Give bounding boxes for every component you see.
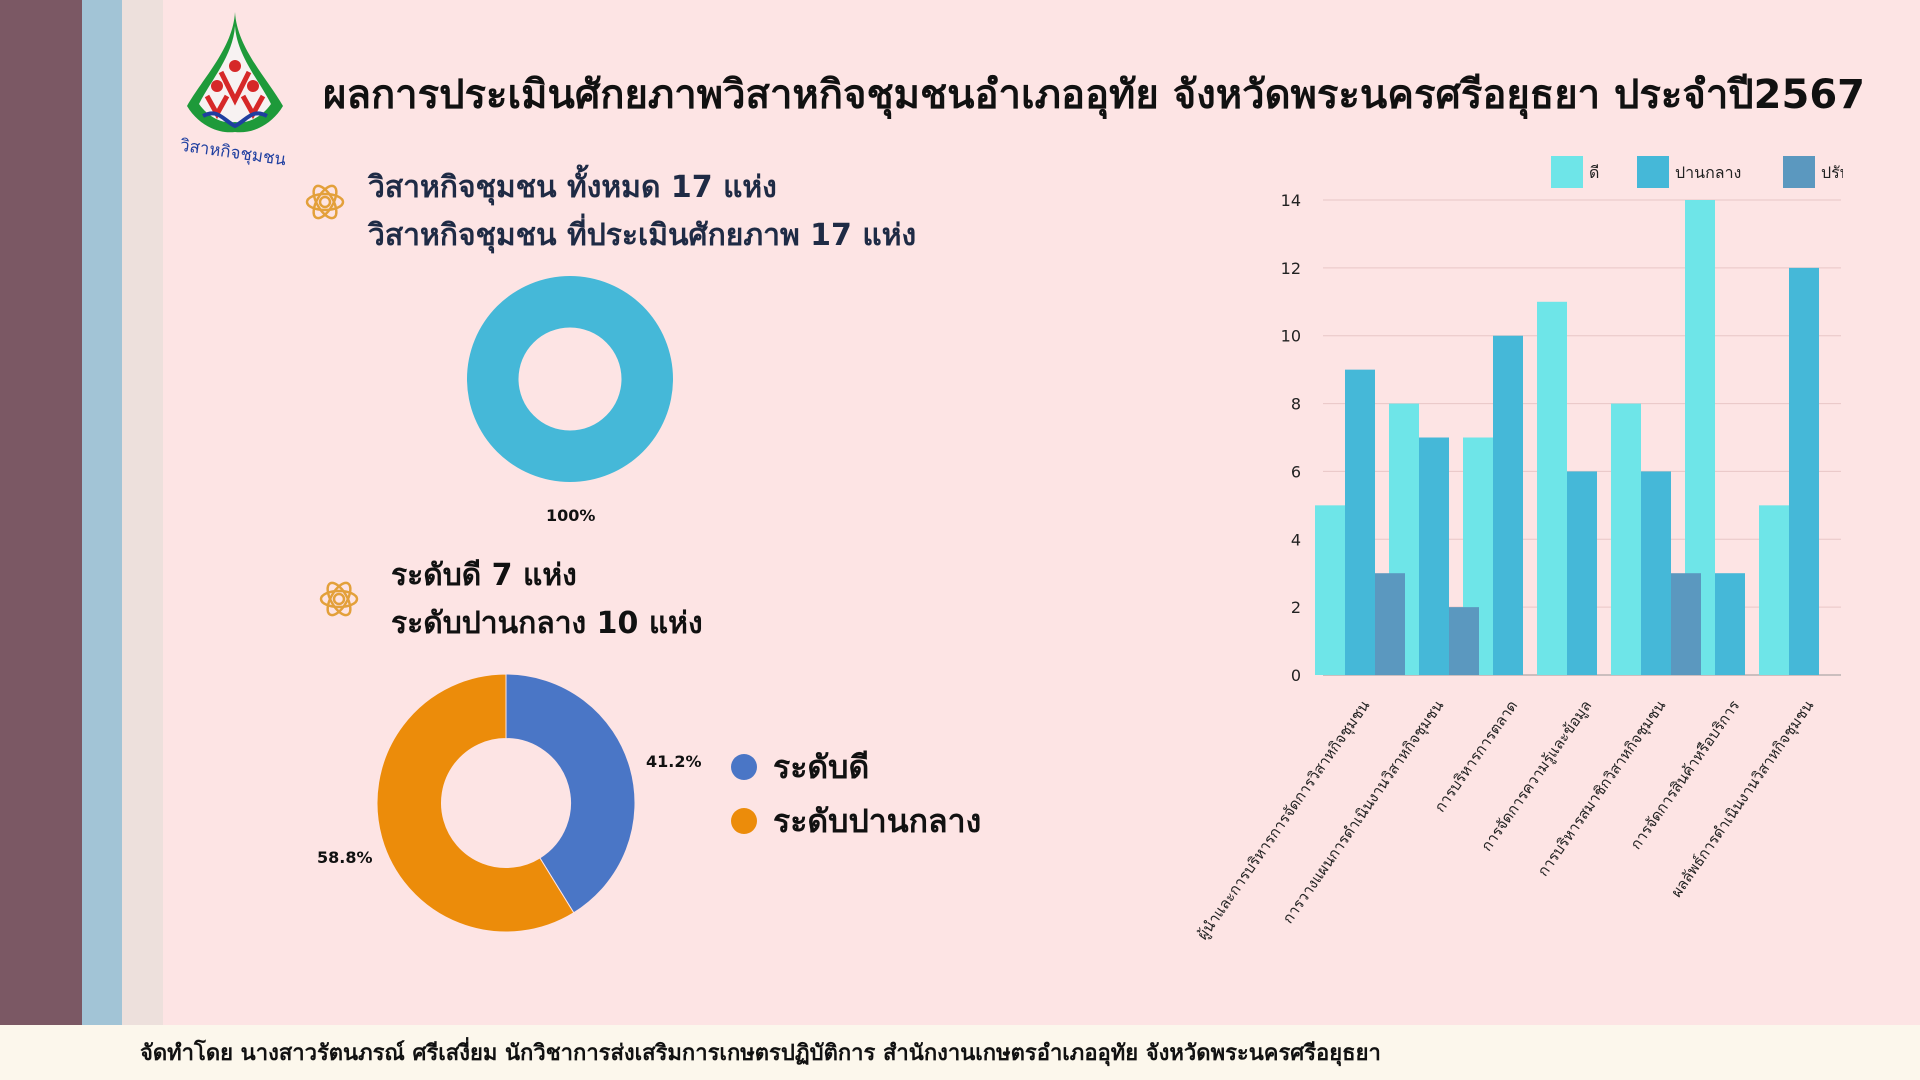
- bar-1-2: [1493, 335, 1523, 675]
- assessed-donut-chart: [467, 276, 673, 482]
- bar-1-0: [1345, 369, 1375, 675]
- decor-stripe-light: [122, 0, 163, 1080]
- legend-swatch-1: [1637, 156, 1669, 188]
- legend-label-0: ดี: [1589, 163, 1599, 182]
- page-title: ผลการประเมินศักยภาพวิสาหกิจชุมชนอำเภออุท…: [323, 72, 1866, 118]
- legend-item-good: ระดับดี: [731, 740, 981, 794]
- pie1-data-label: 100%: [546, 506, 596, 525]
- bar-1-4: [1641, 471, 1671, 675]
- footer-credit: จัดทำโดย นางสาวรัตนภรณ์ ศรีเสงี่ยม นักวิ…: [0, 1025, 1920, 1080]
- level-donut-chart: [376, 673, 636, 933]
- bar-1-1: [1419, 437, 1449, 675]
- legend-item-medium: ระดับปานกลาง: [731, 794, 981, 848]
- summary-counts: วิสาหกิจชุมชน ทั้งหมด 17 แห่ง วิสาหกิจชุ…: [368, 164, 916, 260]
- decor-stripe-dark: [0, 0, 82, 1080]
- main-area: วิสาหกิจชุมชน ผลการประเมินศักยภาพวิสาหกิ…: [163, 0, 1920, 1080]
- footer-text: จัดทำโดย นางสาวรัตนภรณ์ ศรีเสงี่ยม นักวิ…: [140, 1041, 1381, 1066]
- bar-1-6: [1789, 267, 1819, 675]
- flower-icon: [319, 581, 359, 617]
- total-count-text: วิสาหกิจชุมชน ทั้งหมด 17 แห่ง: [368, 170, 777, 205]
- pie2-data-label-good: 41.2%: [646, 752, 702, 771]
- y-tick-label: 0: [1291, 666, 1301, 685]
- community-enterprise-logo: วิสาหกิจชุมชน: [178, 12, 288, 168]
- y-tick-label: 10: [1281, 327, 1301, 346]
- y-tick-label: 4: [1291, 530, 1301, 549]
- level-good-text: ระดับดี 7 แห่ง: [391, 558, 577, 593]
- level-medium-text: ระดับปานกลาง 10 แห่ง: [391, 606, 703, 641]
- legend-swatch-good: [731, 754, 757, 780]
- assessed-count-text: วิสาหกิจชุมชน ที่ประเมินศักยภาพ 17 แห่ง: [368, 218, 917, 253]
- pie1-slice-0: [467, 276, 673, 482]
- pie2-slice-1: [376, 673, 575, 933]
- bar-2-0: [1375, 573, 1405, 675]
- legend-swatch-medium: [731, 808, 757, 834]
- legend-swatch-0: [1551, 156, 1583, 188]
- logo-text: วิสาหกิจชุมชน: [178, 136, 287, 168]
- y-tick-label: 12: [1281, 259, 1301, 278]
- level-legend: ระดับดี ระดับปานกลาง: [731, 740, 981, 848]
- legend-label-1: ปานกลาง: [1675, 163, 1741, 182]
- legend-swatch-2: [1783, 156, 1815, 188]
- x-tick-label: การวางแผนการดำเนินงานวิสาหกิจชุมชน: [1279, 697, 1448, 927]
- pie2-data-label-medium: 58.8%: [317, 848, 373, 867]
- x-tick-label: ผลลัพธ์การดำเนินงานวิสาหกิจชุมชน: [1667, 697, 1818, 901]
- legend-label-medium: ระดับปานกลาง: [773, 801, 982, 840]
- flower-icon: [305, 184, 345, 220]
- y-tick-label: 8: [1291, 395, 1301, 414]
- bar-0-4: [1611, 403, 1641, 675]
- bar-0-6: [1759, 505, 1789, 675]
- bar-0-3: [1537, 301, 1567, 675]
- y-tick-label: 6: [1291, 462, 1301, 481]
- bar-1-5: [1715, 573, 1745, 675]
- bar-2-1: [1449, 607, 1479, 675]
- x-tick-label: การบริหารสมาชิกวิสาหกิจชุมชน: [1534, 697, 1670, 880]
- pie2-slice-0: [505, 673, 636, 914]
- y-tick-label: 2: [1291, 598, 1301, 617]
- level-counts: ระดับดี 7 แห่ง ระดับปานกลาง 10 แห่ง: [391, 552, 703, 648]
- legend-label-2: ปรับปรุง: [1821, 163, 1843, 183]
- bar-0-0: [1315, 505, 1345, 675]
- bar-2-4: [1671, 573, 1701, 675]
- legend-label-good: ระดับดี: [773, 747, 870, 786]
- assessment-bar-chart: 02468101214ผู้นำและการบริหารการจัดการวิส…: [1193, 156, 1843, 940]
- x-tick-label: การบริหารการตลาด: [1431, 697, 1522, 816]
- y-tick-label: 14: [1281, 191, 1301, 210]
- decor-stripe-blue: [82, 0, 122, 1080]
- bar-1-3: [1567, 471, 1597, 675]
